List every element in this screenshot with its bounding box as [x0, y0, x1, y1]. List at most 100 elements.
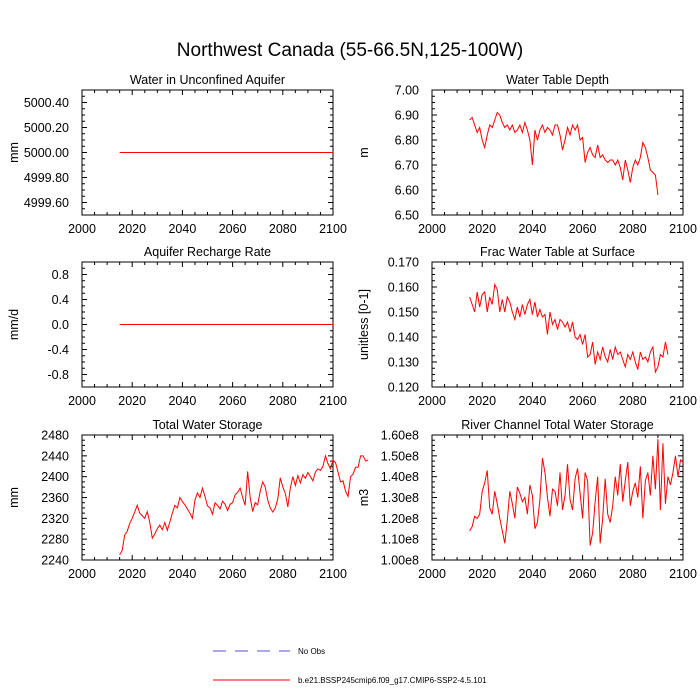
plot-frame: [431, 261, 684, 388]
panel-aquifer-recharge-rate: Aquifer Recharge Rate mm/d 2000 2020 2040 206…: [7, 245, 347, 408]
y-tick-label: 0.0: [52, 318, 69, 332]
y-tick-label: 1.60e8: [381, 429, 419, 443]
y-tick-label: 4999.80: [24, 171, 69, 185]
x-tick-label: 2020: [118, 222, 146, 236]
x-tick-label: 2000: [418, 567, 446, 581]
x-tick-label: 2060: [569, 567, 597, 581]
x-tick-label: 2080: [619, 567, 647, 581]
x-tick-label: 2080: [269, 567, 297, 581]
x-tick-label: 2100: [319, 394, 347, 408]
y-tick-label: 2280: [41, 533, 69, 547]
panel-title: River Channel Total Water Storage: [461, 418, 654, 432]
y-tick-label: 5000.00: [24, 146, 69, 160]
x-tick-label: 2080: [269, 222, 297, 236]
y-tick-label: 6.50: [395, 209, 419, 223]
y-tick-label: 7.00: [395, 84, 419, 98]
panels-group: Water in Unconfined Aquifer mm 2000 2020 204…: [7, 73, 697, 581]
panel-frac-water-table-at-surface: Frac Water Table at Surface unitless [0-1…: [357, 245, 697, 408]
x-tick-label: 2000: [418, 394, 446, 408]
panel-title: Water Table Depth: [506, 73, 609, 87]
x-tick-label: 2100: [319, 567, 347, 581]
x-tick-label: 2020: [118, 394, 146, 408]
y-tick-label: 2440: [41, 449, 69, 463]
x-tick-label: 2000: [418, 222, 446, 236]
y-tick-label: 4999.60: [24, 196, 69, 210]
x-tick-label: 2060: [569, 222, 597, 236]
panel-title: Total Water Storage: [152, 418, 262, 432]
y-tick-label: 1.00e8: [381, 554, 419, 568]
y-axis-label: mm: [7, 142, 21, 163]
y-tick-label: 2480: [41, 429, 69, 443]
legend: No Obs b.e21.BSSP245cmip6.f09_g17.CMIP6-…: [213, 647, 487, 685]
x-tick-label: 2080: [619, 394, 647, 408]
y-tick-label: 1.40e8: [381, 470, 419, 484]
x-tick-label: 2100: [669, 567, 697, 581]
x-tick-label: 2100: [669, 222, 697, 236]
series-line-frac-water-table-at-surface: [469, 282, 669, 374]
y-axis-label: mm/d: [7, 309, 21, 340]
y-tick-label: 5000.40: [24, 96, 69, 110]
plot-frame: [431, 89, 684, 216]
x-tick-label: 2020: [118, 567, 146, 581]
x-tick-label: 2060: [219, 394, 247, 408]
y-tick-label: 0.120: [388, 381, 419, 395]
y-tick-label: 2400: [41, 470, 69, 484]
y-tick-label: -0.8: [47, 368, 69, 382]
legend-label-model-run: b.e21.BSSP245cmip6.f09_g17.CMIP6-SSP2-4.…: [298, 676, 487, 685]
y-tick-label: 2240: [41, 554, 69, 568]
panel-river-channel-total-water-storage: River Channel Total Water Storage m3 2000 2…: [357, 418, 697, 581]
y-tick-label: 0.170: [388, 256, 419, 270]
y-tick-label: 1.10e8: [381, 533, 419, 547]
y-tick-label: 0.8: [52, 268, 69, 282]
x-tick-label: 2040: [518, 394, 546, 408]
x-tick-label: 2100: [319, 222, 347, 236]
y-tick-label: -0.4: [47, 343, 69, 357]
panel-total-water-storage: Total Water Storage mm 2000 2020 2040 2060 208…: [7, 418, 369, 581]
x-tick-label: 2080: [269, 394, 297, 408]
y-axis-label: mm: [7, 487, 21, 508]
y-tick-label: 0.130: [388, 356, 419, 370]
panel-water-table-depth: Water Table Depth m 2000 2020 2040 2060 2080 21…: [357, 73, 697, 236]
y-tick-label: 0.4: [52, 293, 69, 307]
panel-title: Water in Unconfined Aquifer: [130, 73, 285, 87]
y-tick-label: 1.20e8: [381, 512, 419, 526]
x-tick-label: 2040: [518, 567, 546, 581]
x-tick-label: 2000: [68, 222, 96, 236]
y-axis-label: m: [357, 147, 371, 157]
y-tick-label: 2360: [41, 491, 69, 505]
x-tick-label: 2020: [468, 394, 496, 408]
x-tick-label: 2040: [168, 567, 196, 581]
panel-title: Aquifer Recharge Rate: [144, 245, 271, 259]
y-tick-label: 6.70: [395, 159, 419, 173]
x-tick-label: 2000: [68, 394, 96, 408]
x-tick-label: 2020: [468, 567, 496, 581]
series-line-river-channel-total-water-storage: [469, 439, 684, 546]
y-tick-label: 6.80: [395, 134, 419, 148]
legend-label-no-obs: No Obs: [298, 647, 325, 656]
x-tick-label: 2000: [68, 567, 96, 581]
y-tick-label: 0.140: [388, 331, 419, 345]
series-line-water-table-depth: [469, 111, 659, 196]
x-tick-label: 2060: [219, 567, 247, 581]
plot-frame: [431, 434, 684, 561]
y-tick-label: 6.60: [395, 184, 419, 198]
x-tick-label: 2100: [669, 394, 697, 408]
y-tick-label: 2320: [41, 512, 69, 526]
y-axis-label: unitless [0-1]: [357, 289, 371, 360]
x-tick-label: 2060: [569, 394, 597, 408]
x-tick-label: 2060: [219, 222, 247, 236]
y-tick-label: 0.150: [388, 306, 419, 320]
y-tick-label: 6.90: [395, 109, 419, 123]
x-tick-label: 2040: [168, 222, 196, 236]
y-tick-label: 1.30e8: [381, 491, 419, 505]
y-axis-label: m3: [357, 489, 371, 506]
panel-water-in-unconfined-aquifer: Water in Unconfined Aquifer mm 2000 2020 204…: [7, 73, 347, 236]
x-tick-label: 2040: [168, 394, 196, 408]
figure-title: Northwest Canada (55-66.5N,125-100W): [177, 40, 523, 61]
y-tick-label: 1.50e8: [381, 449, 419, 463]
plot-frame: [81, 434, 334, 561]
x-tick-label: 2080: [619, 222, 647, 236]
panel-title: Frac Water Table at Surface: [480, 245, 635, 259]
x-tick-label: 2020: [468, 222, 496, 236]
